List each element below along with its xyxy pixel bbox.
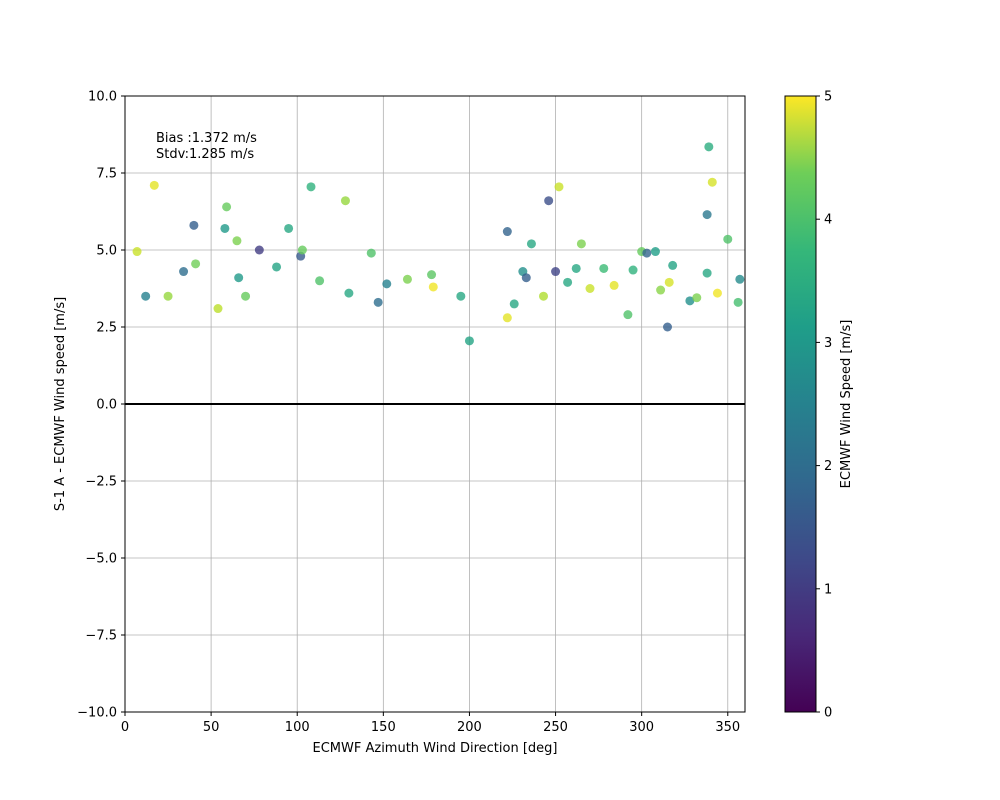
colorbar — [784, 95, 817, 713]
scatter-point — [272, 262, 282, 272]
scatter-point — [685, 296, 695, 306]
scatter-point — [599, 263, 609, 273]
colorbar-label: ECMWF Wind Speed [m/s] — [839, 320, 854, 489]
y-tick-label: 10.0 — [88, 90, 117, 105]
scatter-point — [297, 245, 307, 255]
scatter-point — [149, 180, 159, 190]
scatter-point — [344, 288, 354, 298]
scatter-point — [702, 210, 712, 220]
scatter-point — [668, 260, 678, 270]
scatter-point — [723, 234, 733, 244]
scatter-point — [663, 322, 672, 332]
x-axis-ticks: 0 50 100 150 200 250 300 350 — [121, 712, 740, 735]
scatter-point — [509, 299, 519, 309]
scatter-point — [220, 223, 230, 233]
scatter-point — [571, 263, 581, 273]
scatter-point — [132, 247, 142, 257]
data-points — [132, 142, 745, 346]
y-tick-label: 2.5 — [96, 321, 117, 336]
scatter-point — [526, 239, 536, 249]
scatter-point — [502, 227, 512, 237]
scatter-point — [254, 245, 264, 255]
scatter-point — [692, 293, 702, 303]
scatter-point — [656, 285, 666, 295]
colorbar-tick-label: 0 — [824, 706, 832, 721]
x-tick-label: 100 — [285, 720, 310, 735]
scatter-point — [402, 274, 412, 284]
scatter-point — [163, 291, 173, 301]
x-tick-label: 250 — [543, 720, 568, 735]
scatter-point — [650, 247, 660, 257]
scatter-point — [464, 336, 474, 346]
scatter-point — [222, 202, 232, 212]
x-tick-label: 50 — [203, 720, 220, 735]
scatter-point — [428, 282, 438, 292]
scatter-point — [366, 248, 376, 258]
scatter-point — [585, 284, 595, 293]
x-tick-label: 150 — [371, 720, 396, 735]
scatter-point — [735, 274, 745, 284]
scatter-point — [554, 182, 564, 192]
scatter-point — [315, 276, 325, 286]
scatter-point — [623, 310, 633, 320]
scatter-point — [373, 297, 383, 307]
x-tick-label: 0 — [121, 720, 129, 735]
scatter-point — [551, 267, 561, 277]
scatter-point — [704, 142, 714, 152]
scatter-point — [664, 277, 674, 287]
stdv-annotation: Stdv:1.285 m/s — [156, 147, 254, 162]
y-tick-label: −10.0 — [77, 706, 117, 721]
scatter-point — [502, 313, 512, 323]
colorbar-tick-label: 4 — [824, 213, 832, 228]
scatter-point — [576, 239, 586, 249]
scatter-point — [609, 280, 619, 290]
scatter-point — [427, 270, 437, 280]
scatter-point — [189, 220, 199, 230]
colorbar-tick-label: 5 — [824, 90, 832, 105]
colorbar-tick-label: 1 — [824, 582, 832, 597]
y-tick-label: 5.0 — [96, 244, 117, 259]
y-tick-label: −7.5 — [85, 629, 117, 644]
colorbar-tick-label: 2 — [824, 459, 832, 474]
y-tick-label: 7.5 — [96, 167, 117, 182]
scatter-point — [179, 267, 189, 277]
scatter-point — [563, 277, 573, 287]
bias-annotation: Bias :1.372 m/s — [156, 131, 257, 146]
y-tick-label: 0.0 — [96, 398, 117, 413]
y-tick-label: −5.0 — [85, 552, 117, 567]
x-tick-label: 350 — [715, 720, 740, 735]
y-axis-label: S-1 A - ECMWF Wind speed [m/s] — [53, 297, 68, 511]
scatter-point — [191, 259, 201, 269]
scatter-point — [382, 279, 392, 289]
scatter-point — [232, 236, 242, 246]
scatter-point — [456, 291, 466, 301]
scatter-point — [712, 288, 722, 298]
scatter-point — [544, 196, 554, 206]
scatter-point — [733, 297, 743, 307]
scatter-point — [340, 196, 350, 206]
scatter-point — [141, 291, 151, 301]
y-axis-ticks: −10.0 −7.5 −5.0 −2.5 0.0 2.5 5.0 7.5 10.0 — [77, 90, 125, 721]
scatter-point — [539, 291, 548, 301]
scatter-point — [241, 291, 251, 301]
x-tick-label: 300 — [629, 720, 654, 735]
scatter-point — [234, 273, 244, 283]
y-tick-label: −2.5 — [85, 475, 117, 490]
colorbar-tick-label: 3 — [824, 336, 832, 351]
x-tick-label: 200 — [457, 720, 482, 735]
scatter-point — [707, 177, 717, 187]
scatter-point — [702, 268, 712, 278]
scatter-point — [306, 182, 316, 192]
scatter-point — [284, 223, 294, 233]
colorbar-ticks: 0 1 2 3 4 5 — [816, 90, 832, 721]
x-axis-label: ECMWF Azimuth Wind Direction [deg] — [313, 741, 558, 756]
scatter-point — [642, 248, 652, 258]
scatter-point — [521, 273, 531, 283]
scatter-point — [628, 265, 638, 275]
scatter-point — [213, 304, 223, 314]
